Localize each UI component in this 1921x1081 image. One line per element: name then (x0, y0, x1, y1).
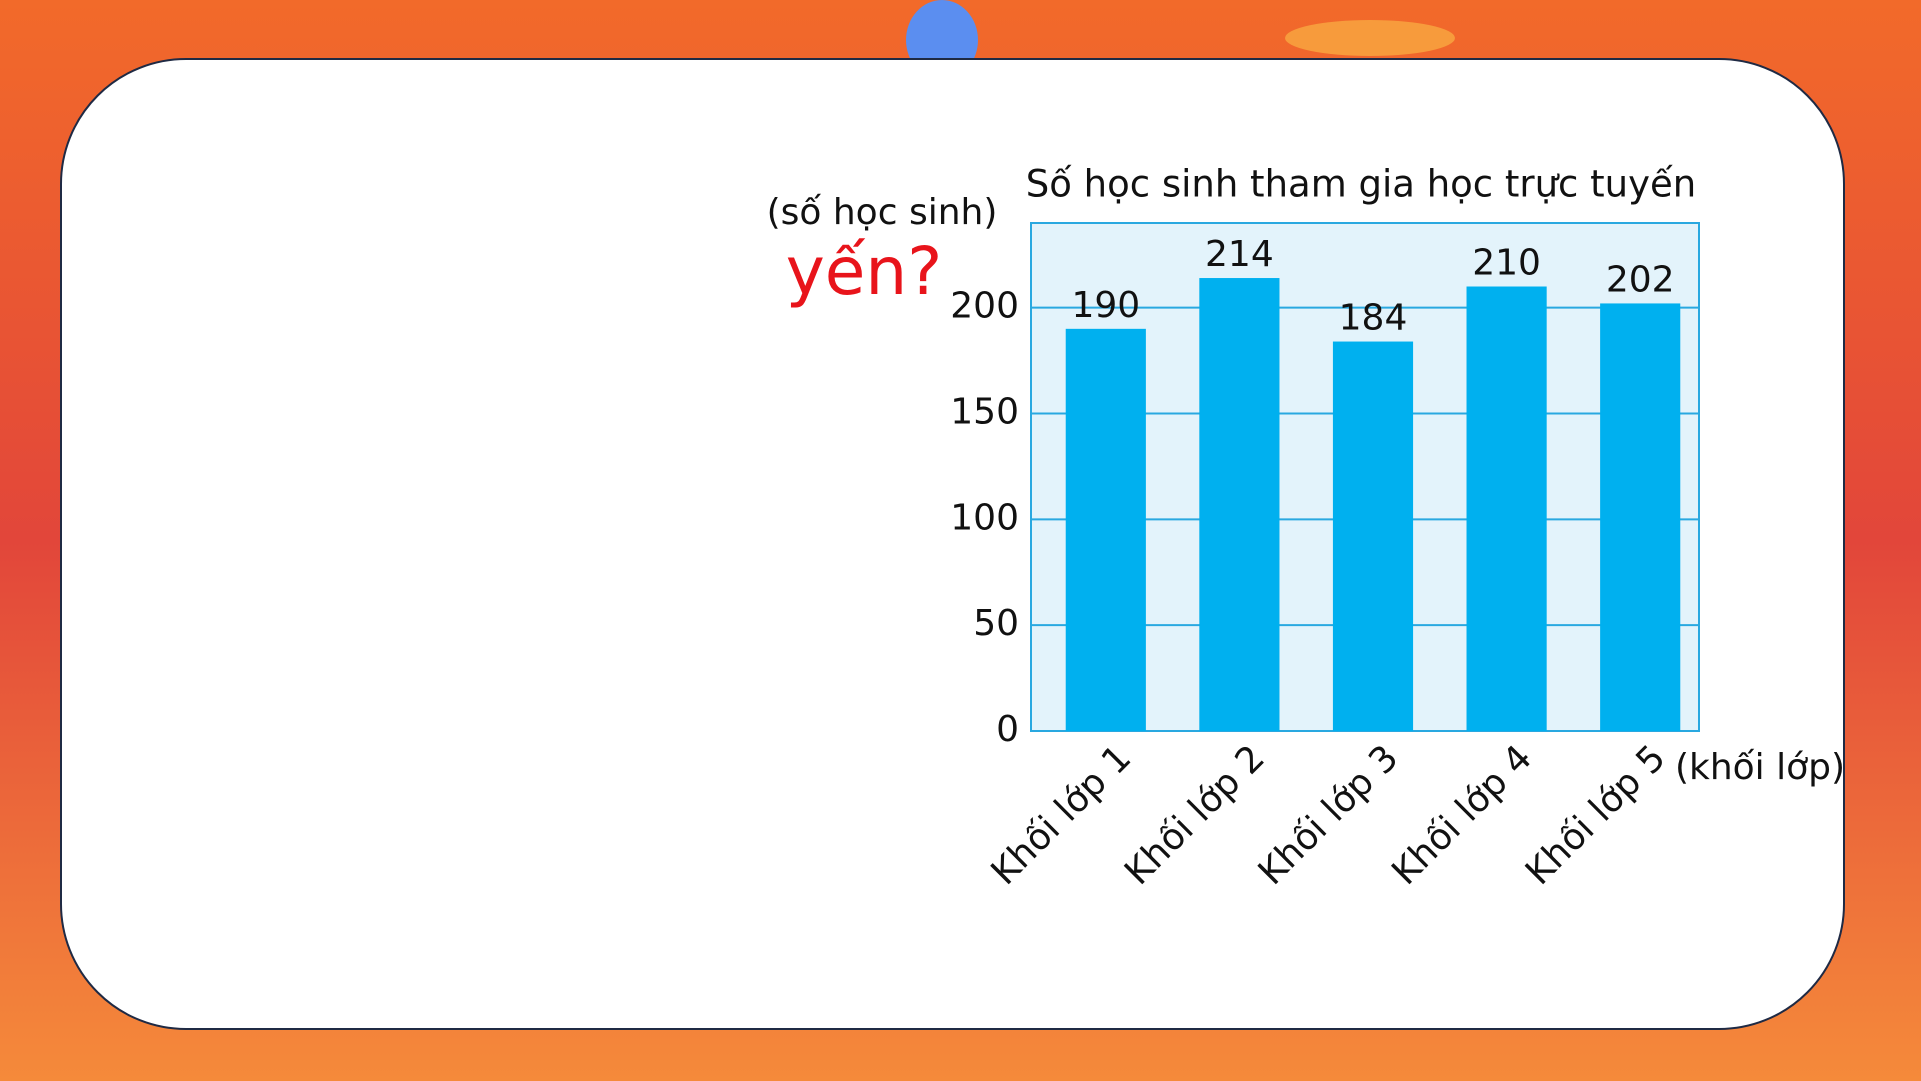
value-label: 210 (1472, 243, 1541, 284)
bar (1332, 341, 1414, 731)
bar (1600, 303, 1681, 731)
bar (1466, 286, 1547, 731)
y-tick-label: 200 (950, 286, 1019, 327)
bar (1065, 328, 1146, 731)
annotation: yến? (786, 233, 943, 310)
x-axis-label: (khối lớp) (1675, 747, 1845, 788)
bar (1199, 278, 1280, 731)
value-label: 184 (1339, 298, 1408, 339)
y-tick-label: 150 (950, 392, 1019, 433)
value-label: 202 (1606, 259, 1675, 300)
value-label: 214 (1205, 234, 1274, 275)
value-label: 190 (1071, 285, 1140, 326)
chart-title: Số học sinh tham gia học trực tuyến (1026, 163, 1696, 206)
decoration (1285, 20, 1455, 56)
y-tick-label: 100 (950, 497, 1019, 538)
y-tick-label: 0 (996, 709, 1019, 750)
y-axis-label: (số học sinh) (767, 192, 998, 233)
y-tick-label: 50 (973, 603, 1019, 644)
